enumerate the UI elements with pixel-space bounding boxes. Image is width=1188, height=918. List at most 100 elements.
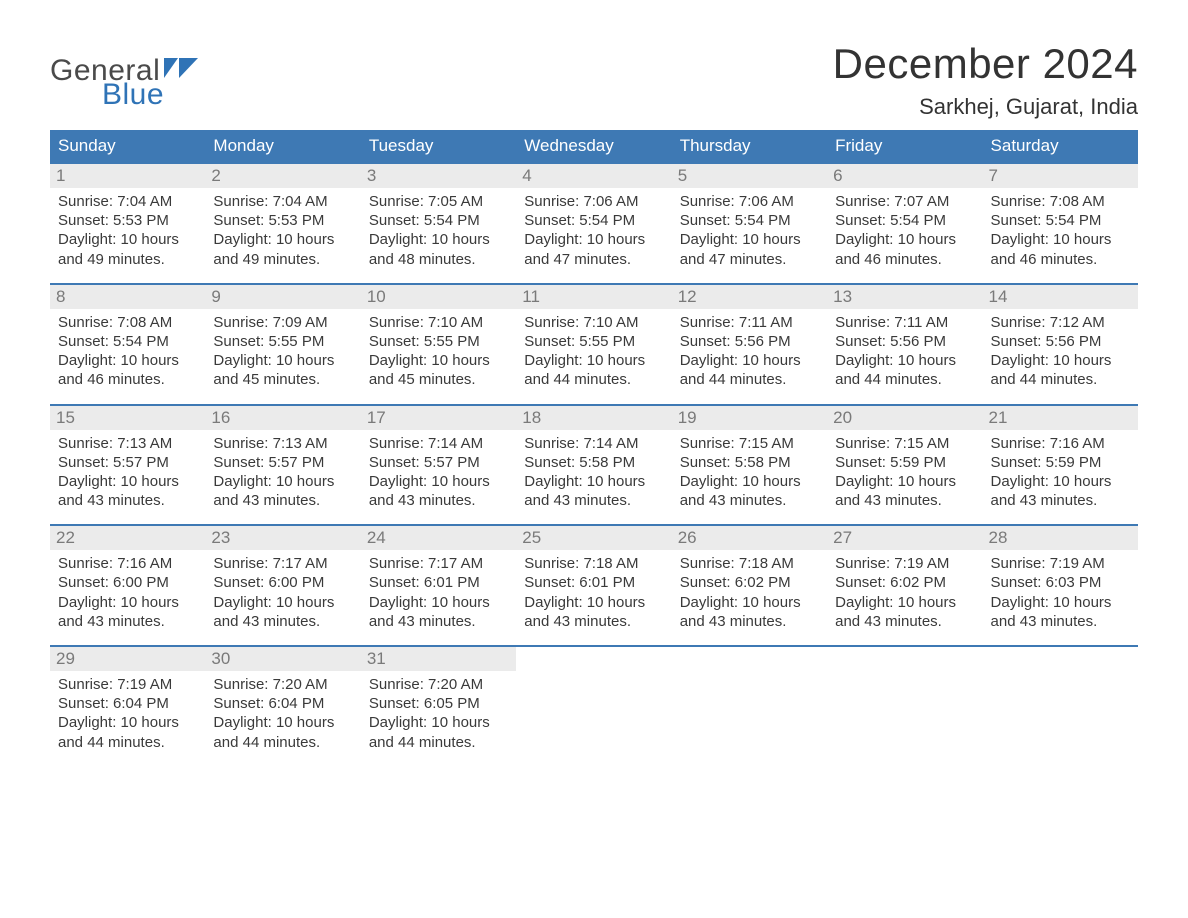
day-body: Sunrise: 7:04 AMSunset: 5:53 PMDaylight:… [50, 188, 205, 269]
day-body: Sunrise: 7:15 AMSunset: 5:59 PMDaylight:… [827, 430, 982, 511]
sunset-line: Sunset: 5:55 PM [524, 332, 663, 351]
day-number: 24 [367, 528, 386, 547]
day-body: Sunrise: 7:18 AMSunset: 6:01 PMDaylight:… [516, 550, 671, 631]
day-number: 30 [211, 649, 230, 668]
calendar-table: Sunday Monday Tuesday Wednesday Thursday… [50, 130, 1138, 766]
day-cell: 22 Sunrise: 7:16 AMSunset: 6:00 PMDayligh… [50, 526, 205, 645]
day-number-row: 15 [50, 406, 205, 430]
weekday-header: Friday [827, 130, 982, 162]
sunrise-line: Sunrise: 7:11 AM [835, 313, 974, 332]
day-cell: 27Sunrise: 7:19 AMSunset: 6:02 PMDayligh… [827, 526, 982, 645]
daylight-line-2: and 44 minutes. [835, 370, 974, 389]
weeks-container: 1Sunrise: 7:04 AMSunset: 5:53 PMDaylight… [50, 162, 1138, 766]
day-cell: 11Sunrise: 7:10 AMSunset: 5:55 PMDayligh… [516, 285, 671, 404]
day-number: 10 [367, 287, 386, 306]
day-number-row: 2 [205, 164, 360, 188]
day-number-row: 11 [516, 285, 671, 309]
day-number: 8 [56, 287, 65, 306]
day-cell: 7Sunrise: 7:08 AMSunset: 5:54 PMDaylight… [983, 164, 1138, 283]
day-number-row: 9 [205, 285, 360, 309]
day-cell: 9Sunrise: 7:09 AMSunset: 5:55 PMDaylight… [205, 285, 360, 404]
daylight-line-2: and 43 minutes. [213, 491, 352, 510]
daylight-line-1: Daylight: 10 hours [213, 230, 352, 249]
weekday-header: Tuesday [361, 130, 516, 162]
day-body: Sunrise: 7:19 AMSunset: 6:04 PMDaylight:… [50, 671, 205, 752]
day-number-row: 12 [672, 285, 827, 309]
sunrise-line: Sunrise: 7:15 AM [835, 434, 974, 453]
day-body: Sunrise: 7:15 AMSunset: 5:58 PMDaylight:… [672, 430, 827, 511]
sunset-line: Sunset: 5:54 PM [58, 332, 197, 351]
day-number: 22 [56, 528, 75, 547]
sunset-line: Sunset: 6:01 PM [369, 573, 508, 592]
sunset-line: Sunset: 5:54 PM [524, 211, 663, 230]
sunrise-line: Sunrise: 7:19 AM [835, 554, 974, 573]
day-cell: 3Sunrise: 7:05 AMSunset: 5:54 PMDaylight… [361, 164, 516, 283]
sunset-line: Sunset: 5:59 PM [835, 453, 974, 472]
day-body: Sunrise: 7:04 AMSunset: 5:53 PMDaylight:… [205, 188, 360, 269]
sunset-line: Sunset: 5:54 PM [835, 211, 974, 230]
daylight-line-2: and 43 minutes. [680, 491, 819, 510]
daylight-line-1: Daylight: 10 hours [991, 230, 1130, 249]
daylight-line-1: Daylight: 10 hours [524, 351, 663, 370]
daylight-line-1: Daylight: 10 hours [58, 713, 197, 732]
sunrise-line: Sunrise: 7:17 AM [213, 554, 352, 573]
sunrise-line: Sunrise: 7:08 AM [991, 192, 1130, 211]
sunset-line: Sunset: 6:03 PM [991, 573, 1130, 592]
day-cell: 25Sunrise: 7:18 AMSunset: 6:01 PMDayligh… [516, 526, 671, 645]
day-body: Sunrise: 7:05 AMSunset: 5:54 PMDaylight:… [361, 188, 516, 269]
day-cell: 13Sunrise: 7:11 AMSunset: 5:56 PMDayligh… [827, 285, 982, 404]
sunset-line: Sunset: 5:54 PM [369, 211, 508, 230]
day-cell: 18Sunrise: 7:14 AMSunset: 5:58 PMDayligh… [516, 406, 671, 525]
daylight-line-1: Daylight: 10 hours [58, 472, 197, 491]
day-body: Sunrise: 7:08 AMSunset: 5:54 PMDaylight:… [983, 188, 1138, 269]
day-cell: 30Sunrise: 7:20 AMSunset: 6:04 PMDayligh… [205, 647, 360, 766]
day-number: 23 [211, 528, 230, 547]
week-row: 8Sunrise: 7:08 AMSunset: 5:54 PMDaylight… [50, 283, 1138, 404]
daylight-line-1: Daylight: 10 hours [524, 593, 663, 612]
day-number-row: 19 [672, 406, 827, 430]
day-number: 12 [678, 287, 697, 306]
daylight-line-1: Daylight: 10 hours [213, 472, 352, 491]
daylight-line-2: and 43 minutes. [991, 491, 1130, 510]
day-number: 6 [833, 166, 842, 185]
daylight-line-1: Daylight: 10 hours [680, 593, 819, 612]
daylight-line-1: Daylight: 10 hours [58, 351, 197, 370]
day-body: Sunrise: 7:19 AMSunset: 6:03 PMDaylight:… [983, 550, 1138, 631]
sunrise-line: Sunrise: 7:09 AM [213, 313, 352, 332]
day-number-row: 4 [516, 164, 671, 188]
sunrise-line: Sunrise: 7:19 AM [58, 675, 197, 694]
sunset-line: Sunset: 6:01 PM [524, 573, 663, 592]
day-number: 31 [367, 649, 386, 668]
week-row: 15Sunrise: 7:13 AMSunset: 5:57 PMDayligh… [50, 404, 1138, 525]
sunrise-line: Sunrise: 7:08 AM [58, 313, 197, 332]
day-body: Sunrise: 7:14 AMSunset: 5:58 PMDaylight:… [516, 430, 671, 511]
day-cell: 14Sunrise: 7:12 AMSunset: 5:56 PMDayligh… [983, 285, 1138, 404]
sunrise-line: Sunrise: 7:15 AM [680, 434, 819, 453]
weekday-header: Sunday [50, 130, 205, 162]
daylight-line-1: Daylight: 10 hours [369, 351, 508, 370]
sunset-line: Sunset: 6:00 PM [213, 573, 352, 592]
day-cell: 26Sunrise: 7:18 AMSunset: 6:02 PMDayligh… [672, 526, 827, 645]
day-body: Sunrise: 7:12 AMSunset: 5:56 PMDaylight:… [983, 309, 1138, 390]
day-number: 4 [522, 166, 531, 185]
month-title: December 2024 [833, 40, 1138, 88]
daylight-line-2: and 43 minutes. [58, 491, 197, 510]
sunrise-line: Sunrise: 7:14 AM [524, 434, 663, 453]
day-number-row: 27 [827, 526, 982, 550]
day-number: 20 [833, 408, 852, 427]
day-cell: 21Sunrise: 7:16 AMSunset: 5:59 PMDayligh… [983, 406, 1138, 525]
daylight-line-1: Daylight: 10 hours [213, 593, 352, 612]
day-number-row: 17 [361, 406, 516, 430]
weekday-header: Saturday [983, 130, 1138, 162]
day-number: 21 [989, 408, 1008, 427]
day-cell: 6Sunrise: 7:07 AMSunset: 5:54 PMDaylight… [827, 164, 982, 283]
day-body: Sunrise: 7:09 AMSunset: 5:55 PMDaylight:… [205, 309, 360, 390]
daylight-line-2: and 44 minutes. [213, 733, 352, 752]
day-body: Sunrise: 7:16 AMSunset: 6:00 PMDaylight:… [50, 550, 205, 631]
day-number-row: 24 [361, 526, 516, 550]
sunrise-line: Sunrise: 7:04 AM [213, 192, 352, 211]
daylight-line-2: and 44 minutes. [680, 370, 819, 389]
daylight-line-2: and 43 minutes. [369, 612, 508, 631]
day-body: Sunrise: 7:20 AMSunset: 6:05 PMDaylight:… [361, 671, 516, 752]
daylight-line-2: and 43 minutes. [213, 612, 352, 631]
